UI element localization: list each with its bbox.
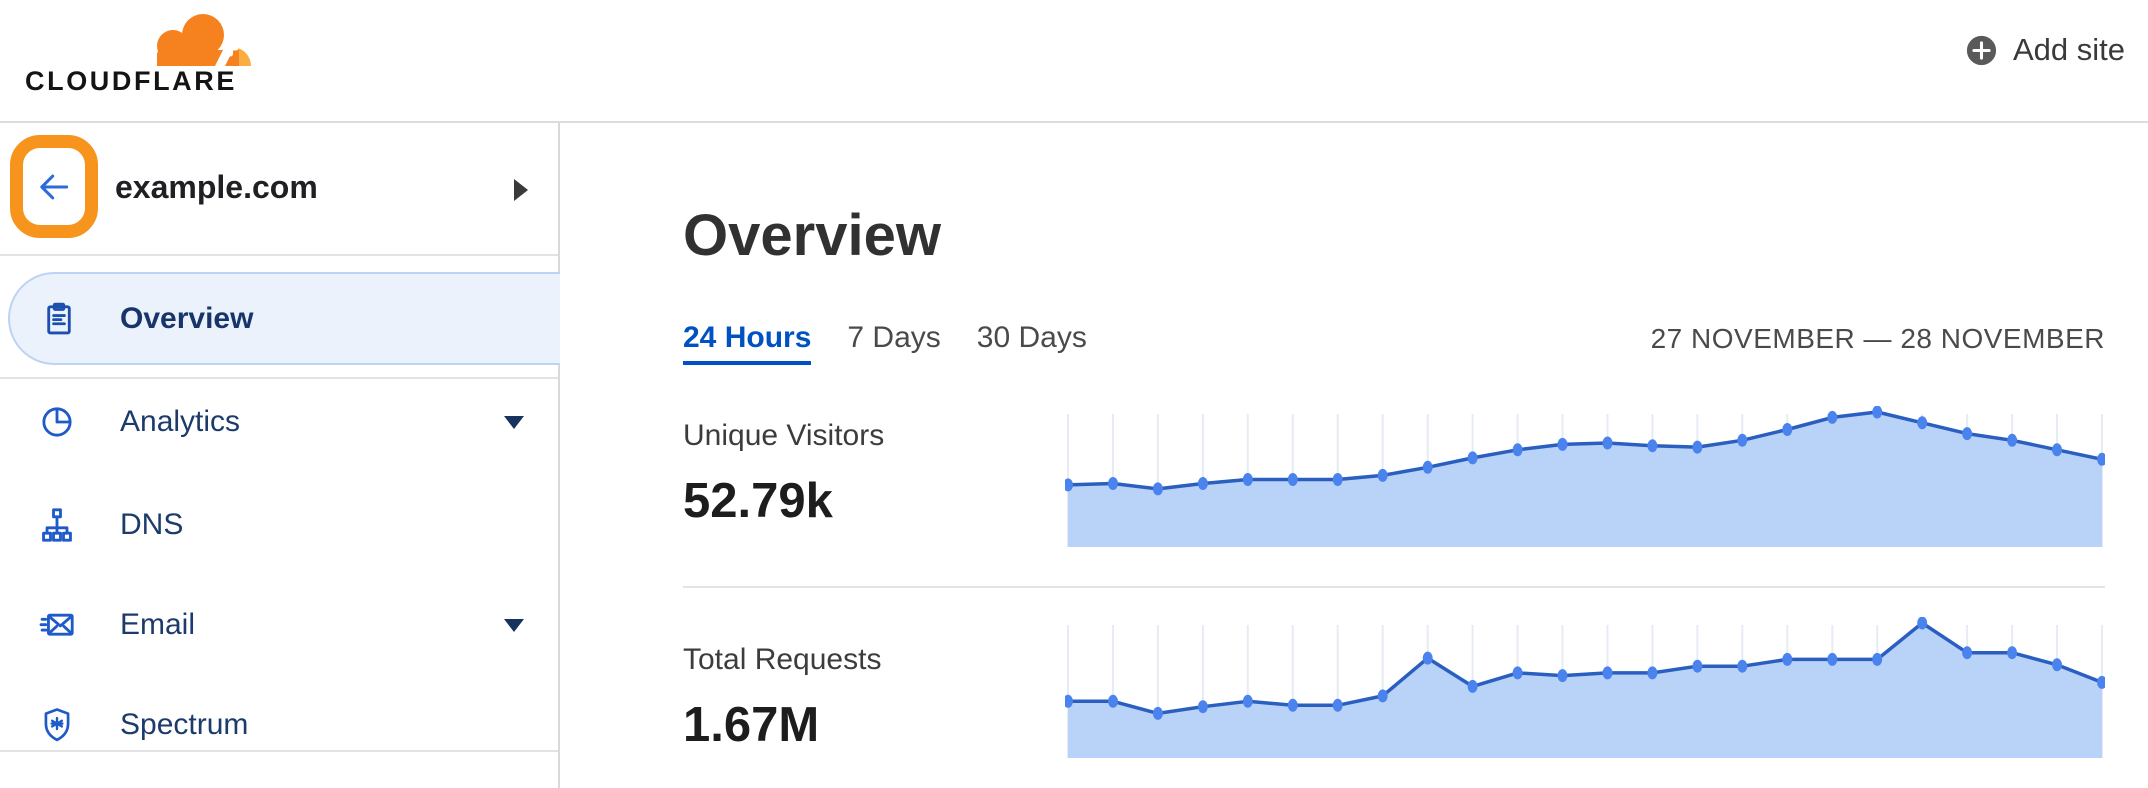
pie-chart-icon xyxy=(42,407,72,437)
sidebar-item-dns[interactable]: DNS xyxy=(0,489,558,561)
date-range-label: 27 NOVEMBER — 28 NOVEMBER xyxy=(1650,323,2105,354)
sidebar-item-overview[interactable]: Overview xyxy=(8,272,560,365)
metric-info: Unique Visitors 52.79k xyxy=(683,406,1065,551)
site-switcher: example.com xyxy=(0,123,558,256)
cloudflare-cloud-icon xyxy=(157,14,251,66)
tab-7-days[interactable]: 7 Days xyxy=(847,321,941,354)
tab-24-hours[interactable]: 24 Hours xyxy=(683,321,812,365)
top-header: CLOUDFLARE Add site xyxy=(0,0,2148,123)
site-name[interactable]: example.com xyxy=(115,169,318,205)
sidebar: example.com Overview Analytics DNS xyxy=(0,123,560,788)
sidebar-item-email[interactable]: Email xyxy=(0,589,558,661)
tab-30-days[interactable]: 30 Days xyxy=(976,321,1087,354)
metric-row-total-requests: Total Requests 1.67M xyxy=(683,616,2107,762)
sidebar-item-label: Analytics xyxy=(120,405,241,438)
metric-value: 1.67M xyxy=(683,698,820,752)
unique-visitors-chart[interactable] xyxy=(1063,405,2107,551)
add-site-label: Add site xyxy=(2012,32,2125,67)
sidebar-item-label: DNS xyxy=(120,508,184,541)
metric-info: Total Requests 1.67M xyxy=(683,617,1065,762)
cloudflare-logo-text: CLOUDFLARE xyxy=(25,66,237,96)
clipboard-icon xyxy=(47,302,71,334)
main-content: Overview 24 Hours 7 Days 30 Days 27 NOVE… xyxy=(562,123,2148,788)
sidebar-divider xyxy=(0,750,558,752)
metric-label: Total Requests xyxy=(683,643,882,676)
sidebar-item-analytics[interactable]: Analytics xyxy=(0,386,558,458)
sidebar-item-label: Email xyxy=(120,608,196,641)
chevron-down-icon[interactable] xyxy=(504,618,524,632)
sidebar-item-spectrum[interactable]: Spectrum xyxy=(0,689,558,761)
total-requests-chart[interactable] xyxy=(1063,616,2107,762)
plus-circle-icon xyxy=(1966,35,1997,65)
spectrum-shield-icon xyxy=(44,708,70,742)
metric-row-unique-visitors: Unique Visitors 52.79k xyxy=(683,405,2107,551)
back-arrow-icon[interactable] xyxy=(35,168,73,206)
metrics-divider xyxy=(683,586,2105,588)
page-title: Overview xyxy=(683,203,941,268)
sidebar-item-label: Overview xyxy=(120,301,254,335)
email-icon xyxy=(39,613,74,636)
metric-label: Unique Visitors xyxy=(683,419,885,452)
time-range-tabs: 24 Hours 7 Days 30 Days xyxy=(683,321,1087,365)
sidebar-divider xyxy=(0,377,558,379)
sidebar-item-label: Spectrum xyxy=(120,708,249,741)
metric-value: 52.79k xyxy=(683,474,833,528)
add-site-button[interactable]: Add site xyxy=(1964,32,2125,68)
dns-tree-icon xyxy=(42,508,72,542)
back-button-highlight-annotation[interactable] xyxy=(10,135,98,238)
chevron-right-icon[interactable] xyxy=(514,179,528,201)
chevron-down-icon[interactable] xyxy=(504,415,524,429)
cloudflare-logo[interactable]: CLOUDFLARE xyxy=(25,4,263,116)
